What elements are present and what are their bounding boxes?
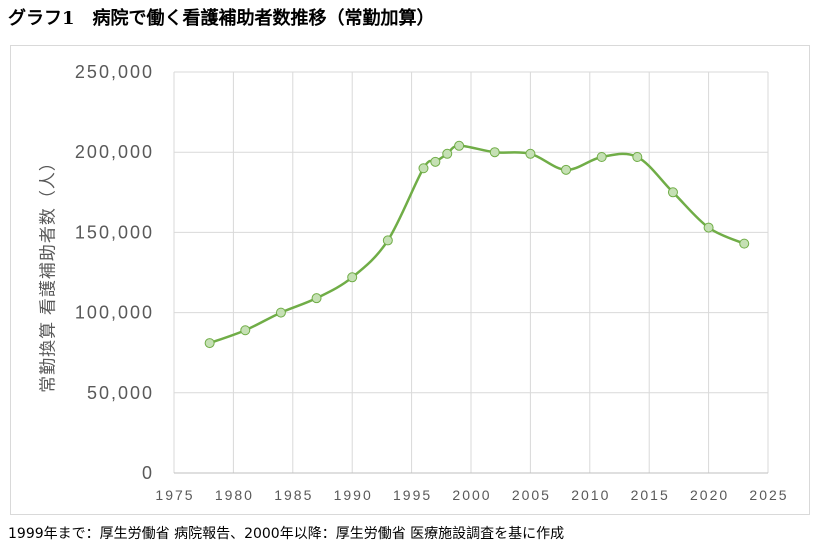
y-tick-label-250000: 250,000 [75, 62, 154, 82]
data-point-2014 [632, 152, 643, 163]
data-point-1993 [382, 235, 393, 246]
data-point-2011 [596, 152, 607, 163]
chart-frame [10, 45, 810, 515]
x-tick-label-1990: 1990 [334, 487, 373, 503]
x-axis-tick-labels: 1975 1980 1985 1990 1995 2000 2005 2010 2015 2020… [155, 487, 788, 503]
y-axis-tick-labels: 0 50,000 100,000 150,000 200,000 250,000 [75, 62, 154, 483]
y-tick-label-150000: 150,000 [75, 222, 154, 242]
data-point-1997 [430, 156, 441, 167]
data-point-1978 [204, 338, 215, 349]
source-note: 1999年まで：厚生労働省 病院報告、2000年以降：厚生労働省 医療施設調査を… [8, 526, 565, 542]
data-point-2023 [739, 238, 750, 249]
data-point-1984 [275, 307, 286, 318]
data-point-1996 [418, 163, 429, 174]
series-line-0 [208, 144, 746, 345]
data-point-1990 [347, 272, 358, 283]
x-tick-label-2000: 2000 [452, 487, 491, 503]
x-tick-label-2010: 2010 [571, 487, 610, 503]
x-tick-label-1975: 1975 [155, 487, 194, 503]
y-tick-label-50000: 50,000 [87, 383, 154, 403]
y-tick-label-100000: 100,000 [75, 303, 154, 323]
data-point-1999 [454, 140, 465, 151]
data-point-1998 [442, 148, 453, 159]
chart-title: グラフ1 病院で働く看護補助者数推移（常勤加算） [8, 8, 435, 29]
y-tick-label-200000: 200,000 [75, 142, 154, 162]
y-tick-label-0: 0 [142, 463, 154, 483]
data-point-2005 [525, 148, 536, 159]
data-point-1987 [311, 293, 322, 304]
data-point-1981 [240, 325, 251, 336]
data-point-2008 [561, 164, 572, 175]
x-tick-label-1995: 1995 [393, 487, 432, 503]
x-tick-label-1985: 1985 [274, 487, 313, 503]
data-point-2017 [667, 187, 678, 198]
x-tick-label-2025: 2025 [749, 487, 788, 503]
data-point-2020 [703, 222, 714, 233]
data-point-2002 [489, 147, 500, 158]
x-tick-label-1980: 1980 [215, 487, 254, 503]
x-tick-label-2005: 2005 [512, 487, 551, 503]
data-points [204, 140, 750, 349]
x-tick-label-2020: 2020 [690, 487, 729, 503]
series-lines [208, 144, 746, 345]
x-tick-label-2015: 2015 [631, 487, 670, 503]
y-axis-title: 常勤換算 看護補助者数（人） [38, 153, 57, 393]
gridlines [173, 71, 769, 474]
